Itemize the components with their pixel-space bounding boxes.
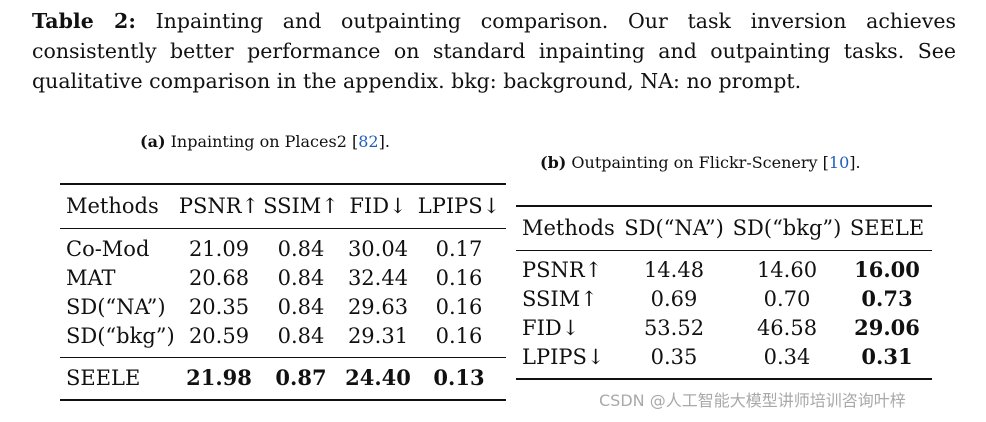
table-header-cell: SEELE — [849, 216, 925, 240]
best-value-cell: 0.13 — [433, 365, 485, 390]
value-cell: 0.16 — [435, 266, 483, 290]
table-caption: Table 2: Inpainting and outpainting comp… — [32, 6, 956, 96]
table-top-rule — [60, 183, 506, 185]
subtable-b-label: (b) — [540, 153, 567, 172]
best-value-cell: 16.00 — [854, 257, 920, 282]
value-cell: 53.52 — [643, 316, 705, 340]
best-value-cell: 29.06 — [854, 315, 920, 340]
table-header-cell: Methods — [522, 216, 615, 240]
table-bottom-rule — [516, 378, 932, 380]
method-cell: SEELE — [66, 366, 141, 390]
value-cell: 14.48 — [643, 258, 705, 282]
table-header-cell: SD(“NA”) — [624, 216, 724, 240]
value-cell: 29.31 — [347, 324, 409, 348]
value-cell: 0.84 — [277, 237, 325, 261]
table-bottom-rule — [60, 399, 506, 401]
table-header-cell: Methods — [66, 194, 159, 218]
best-value-cell: 0.31 — [861, 344, 913, 369]
table-caption-text: Inpainting and outpainting comparison. O… — [32, 9, 956, 93]
value-cell: 0.16 — [435, 295, 483, 319]
value-cell: 0.16 — [435, 324, 483, 348]
subtable-b-caption: (b) Outpainting on Flickr-Scenery [10]. — [540, 153, 861, 172]
value-cell: 30.04 — [347, 237, 409, 261]
table-header-cell: SD(“bkg”) — [732, 216, 842, 240]
best-value-cell: 24.40 — [345, 365, 411, 390]
value-cell: 0.84 — [277, 295, 325, 319]
value-cell: 20.35 — [188, 295, 250, 319]
method-cell: Co-Mod — [66, 237, 150, 261]
metric-cell: FID↓ — [522, 316, 580, 340]
table-caption-label: Table 2: — [32, 9, 136, 33]
subtable-a-caption-text: Inpainting on Places2 — [165, 132, 352, 151]
table-header-cell: SSIM↑ — [263, 194, 339, 218]
metric-cell: PSNR↑ — [522, 258, 603, 282]
table-mid-rule — [516, 250, 932, 251]
value-cell: 0.70 — [763, 287, 811, 311]
table-header-cell: LPIPS↓ — [417, 194, 501, 218]
watermark: CSDN @人工智能大模型讲师培训咨询叶梓 — [599, 391, 906, 410]
subtable-a-caption: (a) Inpainting on Places2 [82]. — [140, 132, 390, 151]
subtable-b-caption-text: Outpainting on Flickr-Scenery — [566, 153, 823, 172]
value-cell: 14.60 — [756, 258, 818, 282]
table-header-cell: PSNR↑ — [178, 194, 260, 218]
value-cell: 46.58 — [756, 316, 818, 340]
best-value-cell: 21.98 — [186, 365, 252, 390]
citation-link[interactable]: 10 — [828, 153, 850, 172]
value-cell: 0.35 — [650, 345, 698, 369]
metric-cell: SSIM↑ — [522, 287, 598, 311]
citation-link[interactable]: 82 — [358, 132, 379, 151]
value-cell: 0.17 — [435, 237, 483, 261]
value-cell: 20.68 — [188, 266, 250, 290]
method-cell: MAT — [66, 266, 116, 290]
table-mid-rule — [60, 228, 506, 229]
value-cell: 20.59 — [188, 324, 250, 348]
method-cell: SD(“NA”) — [66, 295, 166, 319]
value-cell: 32.44 — [347, 266, 409, 290]
method-cell: SD(“bkg”) — [66, 324, 175, 348]
table-header-cell: FID↓ — [349, 194, 407, 218]
value-cell: 0.69 — [650, 287, 698, 311]
best-value-cell: 0.73 — [861, 286, 913, 311]
subtable-a-label: (a) — [140, 132, 166, 151]
best-value-cell: 0.87 — [275, 365, 327, 390]
value-cell: 21.09 — [188, 237, 250, 261]
value-cell: 29.63 — [347, 295, 409, 319]
metric-cell: LPIPS↓ — [522, 345, 605, 369]
value-cell: 0.34 — [763, 345, 811, 369]
value-cell: 0.84 — [277, 324, 325, 348]
value-cell: 0.84 — [277, 266, 325, 290]
table-mid-rule — [60, 357, 506, 358]
table-top-rule — [516, 205, 932, 207]
